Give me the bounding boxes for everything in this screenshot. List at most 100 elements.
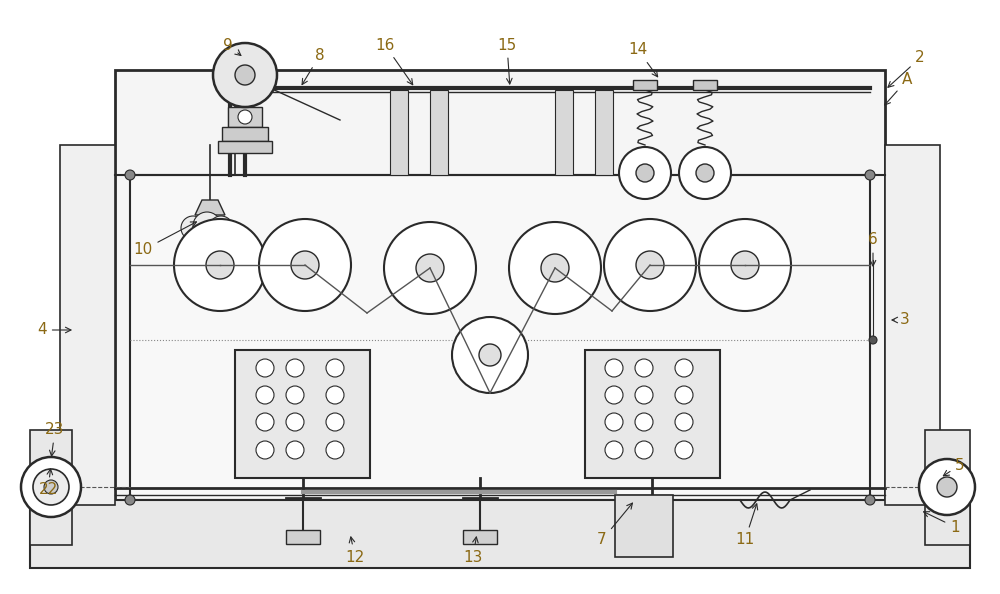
Text: A: A bbox=[885, 72, 912, 105]
Text: 23: 23 bbox=[45, 422, 65, 456]
Bar bbox=[925, 430, 970, 545]
Circle shape bbox=[326, 386, 344, 404]
Circle shape bbox=[679, 147, 731, 199]
Circle shape bbox=[605, 413, 623, 431]
Circle shape bbox=[235, 65, 255, 85]
Circle shape bbox=[635, 413, 653, 431]
Bar bbox=[615, 495, 673, 557]
Text: 14: 14 bbox=[628, 43, 658, 77]
Circle shape bbox=[675, 441, 693, 459]
Circle shape bbox=[452, 317, 528, 393]
Circle shape bbox=[605, 359, 623, 377]
Text: 15: 15 bbox=[497, 37, 517, 84]
Text: 16: 16 bbox=[375, 37, 413, 85]
Circle shape bbox=[384, 222, 476, 314]
Circle shape bbox=[675, 386, 693, 404]
Circle shape bbox=[33, 469, 69, 505]
Circle shape bbox=[291, 251, 319, 279]
Circle shape bbox=[675, 413, 693, 431]
Polygon shape bbox=[195, 200, 225, 215]
Text: 7: 7 bbox=[597, 503, 632, 548]
Bar bbox=[222, 127, 268, 141]
Bar bbox=[595, 90, 613, 175]
Bar bbox=[555, 90, 573, 175]
Circle shape bbox=[181, 216, 205, 240]
Bar bbox=[463, 530, 497, 544]
Circle shape bbox=[699, 219, 791, 311]
Circle shape bbox=[865, 170, 875, 180]
Bar bbox=[286, 530, 320, 544]
Text: 3: 3 bbox=[892, 312, 910, 327]
Circle shape bbox=[256, 441, 274, 459]
Circle shape bbox=[256, 413, 274, 431]
Circle shape bbox=[188, 227, 210, 249]
Circle shape bbox=[21, 457, 81, 517]
Bar bbox=[130, 175, 870, 500]
Circle shape bbox=[636, 251, 664, 279]
Text: 12: 12 bbox=[345, 537, 365, 564]
Circle shape bbox=[416, 254, 444, 282]
Circle shape bbox=[286, 359, 304, 377]
Circle shape bbox=[937, 477, 957, 497]
Circle shape bbox=[635, 386, 653, 404]
Circle shape bbox=[213, 43, 277, 107]
Bar bbox=[633, 80, 657, 90]
Circle shape bbox=[919, 459, 975, 515]
Circle shape bbox=[286, 441, 304, 459]
Circle shape bbox=[605, 441, 623, 459]
Circle shape bbox=[326, 441, 344, 459]
Circle shape bbox=[696, 164, 714, 182]
Circle shape bbox=[541, 254, 569, 282]
Circle shape bbox=[865, 495, 875, 505]
Circle shape bbox=[326, 359, 344, 377]
Text: 11: 11 bbox=[735, 504, 758, 548]
Text: 6: 6 bbox=[868, 232, 878, 266]
Text: 4: 4 bbox=[37, 323, 71, 337]
Bar bbox=[585, 350, 720, 478]
Circle shape bbox=[44, 480, 58, 494]
Bar bbox=[235, 350, 370, 478]
Circle shape bbox=[209, 216, 233, 240]
Circle shape bbox=[731, 251, 759, 279]
Circle shape bbox=[635, 441, 653, 459]
Bar bbox=[228, 107, 262, 127]
Text: 9: 9 bbox=[223, 37, 241, 55]
Bar bbox=[218, 141, 272, 153]
Circle shape bbox=[256, 359, 274, 377]
Circle shape bbox=[479, 344, 501, 366]
Text: 2: 2 bbox=[888, 50, 925, 87]
Circle shape bbox=[238, 110, 252, 124]
Bar bbox=[30, 500, 970, 568]
Bar bbox=[885, 145, 940, 505]
Circle shape bbox=[605, 386, 623, 404]
Circle shape bbox=[125, 170, 135, 180]
Bar bbox=[390, 90, 408, 175]
Circle shape bbox=[675, 359, 693, 377]
Text: 10: 10 bbox=[133, 222, 196, 258]
Circle shape bbox=[214, 222, 234, 242]
Bar bbox=[430, 90, 448, 175]
Circle shape bbox=[636, 164, 654, 182]
Circle shape bbox=[256, 386, 274, 404]
Bar bbox=[115, 70, 885, 505]
Text: 13: 13 bbox=[463, 537, 483, 564]
Bar bbox=[30, 430, 72, 545]
Circle shape bbox=[174, 219, 266, 311]
Text: 22: 22 bbox=[38, 469, 58, 498]
Circle shape bbox=[286, 413, 304, 431]
Circle shape bbox=[286, 386, 304, 404]
Bar bbox=[60, 145, 115, 505]
Text: 8: 8 bbox=[302, 48, 325, 84]
Circle shape bbox=[619, 147, 671, 199]
Circle shape bbox=[604, 219, 696, 311]
Circle shape bbox=[201, 224, 225, 248]
Circle shape bbox=[206, 251, 234, 279]
Bar bbox=[693, 80, 717, 90]
Circle shape bbox=[869, 336, 877, 344]
Circle shape bbox=[125, 495, 135, 505]
Circle shape bbox=[259, 219, 351, 311]
Text: 1: 1 bbox=[924, 511, 960, 535]
Text: 5: 5 bbox=[943, 457, 965, 476]
Bar bbox=[635, 530, 669, 544]
Circle shape bbox=[326, 413, 344, 431]
